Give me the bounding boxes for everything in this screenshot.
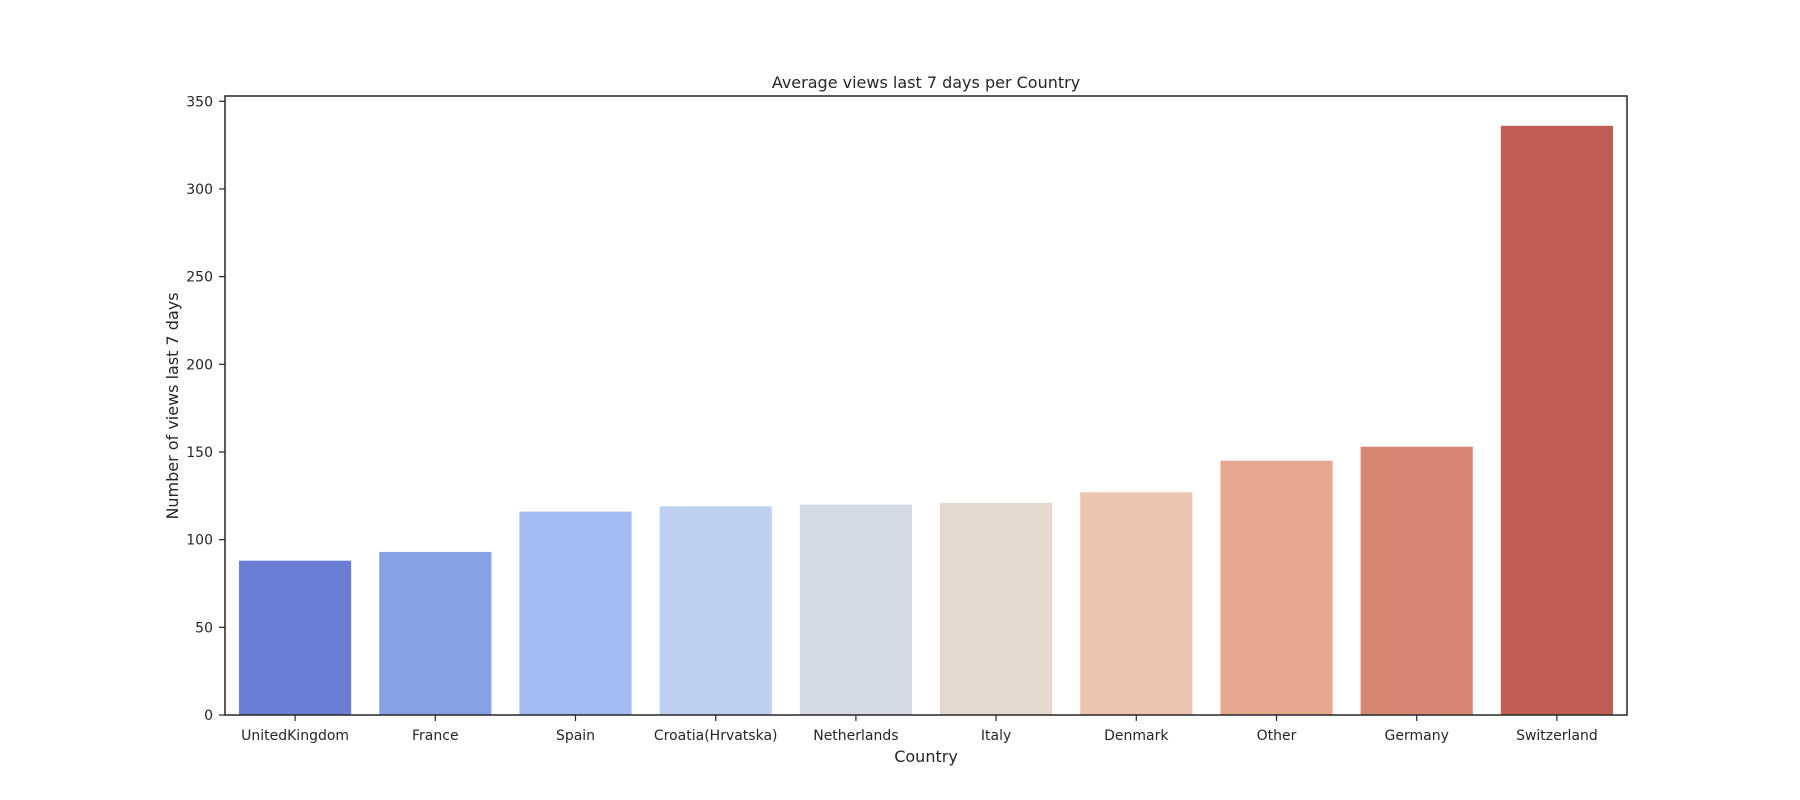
y-axis-label: Number of views last 7 days <box>163 292 182 519</box>
x-tick-label: Italy <box>981 728 1011 744</box>
x-axis: UnitedKingdom France Spain Croatia(Hrvatska… <box>241 715 1598 744</box>
y-tick-label: 200 <box>186 357 213 373</box>
x-tick-label: Other <box>1257 728 1297 744</box>
x-tick-label: Denmark <box>1104 728 1169 744</box>
x-tick-label: Spain <box>556 728 595 744</box>
bar-spain <box>519 511 632 715</box>
y-axis: 0 50 100 150 200 250 300 350 <box>186 94 225 724</box>
x-axis-label: Country <box>894 747 958 766</box>
bars-group <box>239 125 1613 716</box>
y-tick-label: 350 <box>186 94 213 110</box>
bar-netherlands <box>799 504 912 715</box>
chart-title: Average views last 7 days per Country <box>772 73 1080 92</box>
y-tick-label: 100 <box>186 533 213 549</box>
bar-croatia-hrvatska- <box>659 506 772 715</box>
x-tick-label: Switzerland <box>1516 728 1598 744</box>
y-tick-label: 0 <box>204 708 213 724</box>
bar-unitedkingdom <box>239 560 352 715</box>
y-tick-label: 150 <box>186 445 213 461</box>
y-tick-label: 300 <box>186 182 213 198</box>
bar-other <box>1220 460 1333 715</box>
x-tick-label: Netherlands <box>813 728 898 744</box>
y-tick-label: 250 <box>186 270 213 286</box>
x-tick-label: UnitedKingdom <box>241 728 349 744</box>
y-tick-label: 50 <box>195 620 213 636</box>
bar-france <box>379 551 492 715</box>
x-tick-label: Germany <box>1385 728 1449 744</box>
bar-germany <box>1360 446 1473 715</box>
bar-switzerland <box>1500 125 1613 716</box>
plot-frame <box>224 95 1628 716</box>
x-tick-label: France <box>412 728 459 744</box>
bar-denmark <box>1080 492 1193 715</box>
bar-italy <box>940 502 1053 715</box>
x-tick-label: Croatia(Hrvatska) <box>654 728 778 744</box>
